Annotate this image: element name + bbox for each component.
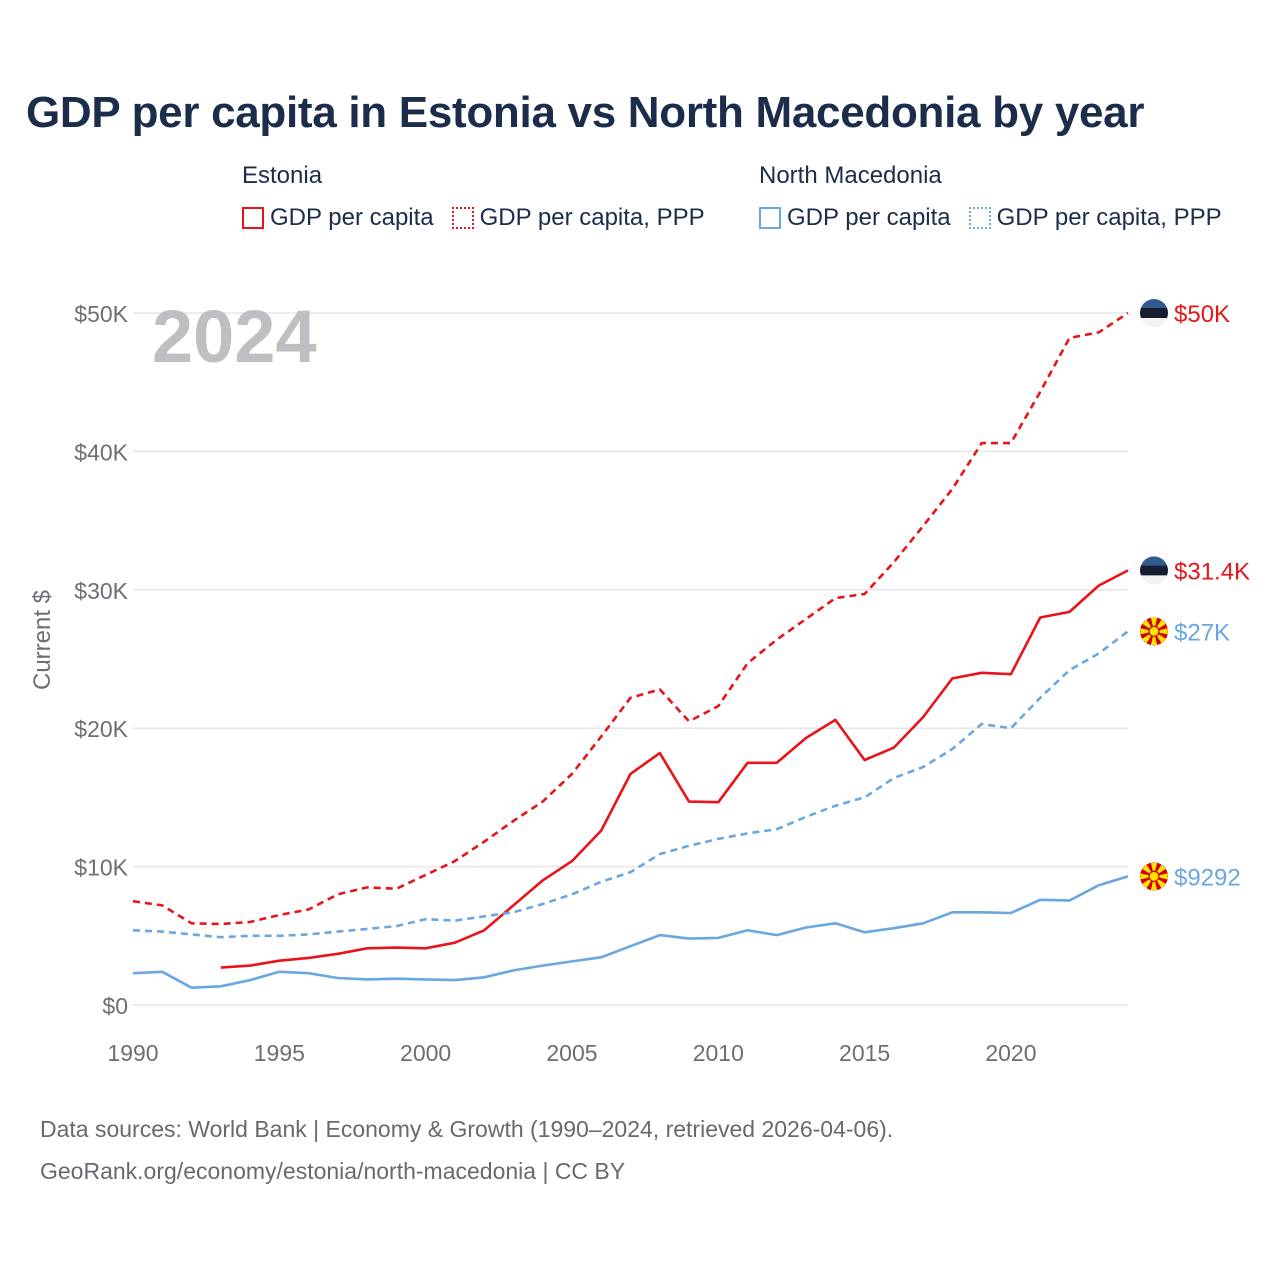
legend-label: GDP per capita, PPP xyxy=(996,204,1222,231)
flag-sun xyxy=(1148,870,1160,882)
flag-ray xyxy=(1140,628,1154,635)
legend-swatch-dotted-icon xyxy=(968,207,991,229)
year-watermark: 2024 xyxy=(152,295,317,378)
flag-ray xyxy=(1150,631,1158,645)
legend-group-estonia: Estonia GDP per capita GDP per capita, P… xyxy=(242,162,705,232)
legend-group-north-macedonia: North Macedonia GDP per capita GDP per c… xyxy=(759,162,1222,232)
end-value-label: $27K xyxy=(1174,619,1230,646)
flag-stripe-white xyxy=(1140,318,1168,327)
flag-ray xyxy=(1154,628,1168,635)
legend-swatch-dotted-icon xyxy=(451,207,474,229)
flag-stripes xyxy=(1140,556,1168,585)
flag-ray xyxy=(1154,873,1168,880)
legend-swatch-solid-icon xyxy=(242,207,264,229)
legend-label: GDP per capita, PPP xyxy=(479,204,705,231)
y-axis-ticks: $0 $10K $20K $30K $40K $50K xyxy=(74,301,128,1019)
legend-country-estonia: Estonia xyxy=(242,162,323,189)
x-axis-ticks: 1990 1995 2000 2005 2010 2015 2020 xyxy=(107,1040,1036,1066)
y-tick-label: $10K xyxy=(74,855,128,881)
y-axis-label: Current $ xyxy=(29,590,56,690)
x-tick-label: 2005 xyxy=(546,1040,597,1066)
footer: Data sources: World Bank | Economy & Gro… xyxy=(40,1108,893,1192)
legend-country-north-macedonia: North Macedonia xyxy=(759,162,942,189)
flag-stripes xyxy=(1140,299,1168,327)
series-line xyxy=(132,875,1129,989)
x-tick-label: 2010 xyxy=(693,1040,744,1066)
end-markers: $50K $31.4K $27K $9292 xyxy=(1140,299,1250,891)
flag-stripe-black xyxy=(1140,565,1168,576)
x-tick-label: 2000 xyxy=(400,1040,451,1066)
flag-sun xyxy=(1148,625,1160,637)
y-tick-label: $40K xyxy=(74,439,128,465)
end-value-label: $50K xyxy=(1174,301,1230,328)
y-tick-label: $50K xyxy=(74,301,128,327)
estonia-flag-icon xyxy=(1140,299,1168,327)
flag-ray xyxy=(1150,876,1158,891)
y-tick-label: $0 xyxy=(102,993,128,1019)
legend-item-macedonia-gdp-ppp[interactable]: GDP per capita, PPP xyxy=(968,204,1222,232)
series-line xyxy=(132,630,1129,939)
x-tick-label: 1990 xyxy=(107,1040,158,1066)
flag-stripe-black xyxy=(1140,308,1168,318)
x-tick-label: 1995 xyxy=(254,1040,305,1066)
series-line xyxy=(220,569,1129,969)
flag-stripe-blue xyxy=(1140,299,1168,308)
chart-title: GDP per capita in Estonia vs North Maced… xyxy=(26,88,1145,137)
north-macedonia-flag-icon xyxy=(1140,617,1168,646)
north-macedonia-flag-icon xyxy=(1140,862,1168,891)
y-tick-label: $30K xyxy=(74,578,128,604)
x-tick-label: 2020 xyxy=(985,1040,1036,1066)
flag-stripe-blue xyxy=(1140,556,1168,566)
legend-item-macedonia-gdp[interactable]: GDP per capita xyxy=(759,204,951,232)
series-lines xyxy=(132,311,1129,989)
gridlines xyxy=(133,312,1128,1006)
end-value-label: $9292 xyxy=(1174,864,1241,891)
flag-ray xyxy=(1140,873,1154,880)
legend-item-estonia-gdp[interactable]: GDP per capita xyxy=(242,204,434,232)
legend-swatch-solid-icon xyxy=(759,207,781,229)
flag-ray xyxy=(1150,617,1158,632)
y-tick-label: $20K xyxy=(74,716,128,742)
footer-attribution: GeoRank.org/economy/estonia/north-macedo… xyxy=(40,1158,626,1184)
legend-item-estonia-gdp-ppp[interactable]: GDP per capita, PPP xyxy=(451,204,705,232)
end-value-label: $31.4K xyxy=(1174,558,1250,585)
series-line xyxy=(132,311,1129,926)
legend-label: GDP per capita xyxy=(270,204,434,231)
x-tick-label: 2015 xyxy=(839,1040,890,1066)
flag-stripe-white xyxy=(1140,575,1168,585)
estonia-flag-icon xyxy=(1140,556,1168,585)
footer-sources: Data sources: World Bank | Economy & Gro… xyxy=(40,1116,894,1142)
legend-label: GDP per capita xyxy=(787,204,951,231)
flag-ray xyxy=(1150,862,1158,877)
